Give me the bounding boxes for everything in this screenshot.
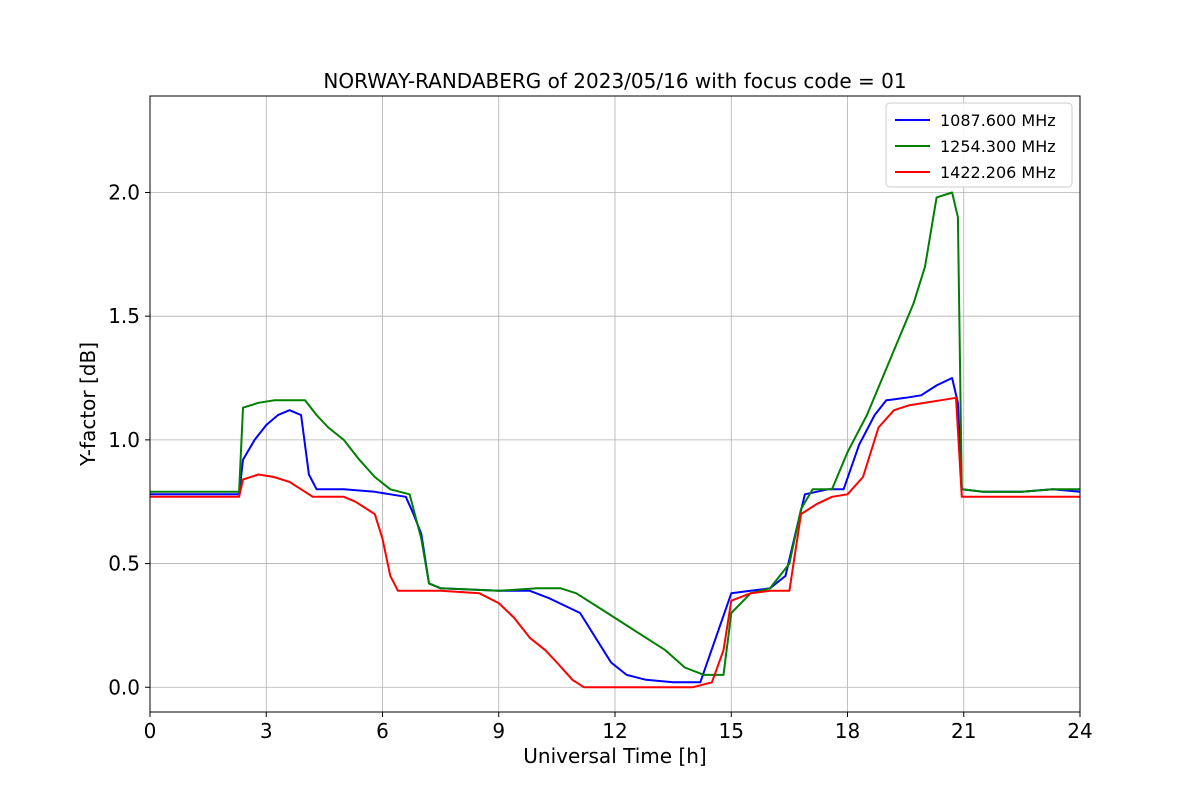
legend-entries: 1087.600 MHz 1254.300 MHz 1422.206 MHz <box>895 111 1056 182</box>
legend-box <box>885 102 1073 188</box>
series-line-2 <box>150 191 1080 676</box>
y-tick-label: 2.0 <box>108 180 140 204</box>
series-line-1 <box>150 377 1081 684</box>
legend-label: 1422.206 MHz <box>940 163 1056 182</box>
series-line-3 <box>150 396 1080 689</box>
x-tick-label: 24 <box>1067 719 1092 743</box>
legend-label: 1087.600 MHz <box>940 111 1056 130</box>
x-tick-label: 15 <box>719 719 744 743</box>
y-tick-label: 0.0 <box>108 675 140 699</box>
y-tick-label: 1.0 <box>108 428 140 452</box>
x-tick-label: 21 <box>951 719 976 743</box>
y-tick-label: 1.5 <box>108 304 140 328</box>
legend: 1087.600 MHz 1254.300 MHz 1422.206 MHz <box>885 102 1073 188</box>
legend-label: 1254.300 MHz <box>940 137 1056 156</box>
x-axis-label: Universal Time [h] <box>523 744 706 768</box>
y-tick-label: 0.5 <box>108 552 140 576</box>
chart-title: NORWAY-RANDABERG of 2023/05/16 with focu… <box>323 69 906 93</box>
x-tick-label: 18 <box>835 719 860 743</box>
y-axis-label: Y-factor [dB] <box>76 342 100 467</box>
series-lines <box>150 191 1081 689</box>
axis-ticks: 0 3 6 9 12 15 18 21 24 0.0 0.5 1.0 1.5 2.0 <box>108 180 1093 743</box>
x-tick-label: 9 <box>492 719 505 743</box>
x-tick-label: 3 <box>260 719 273 743</box>
x-tick-label: 0 <box>144 719 157 743</box>
x-tick-label: 6 <box>376 719 389 743</box>
x-tick-label: 12 <box>602 719 627 743</box>
